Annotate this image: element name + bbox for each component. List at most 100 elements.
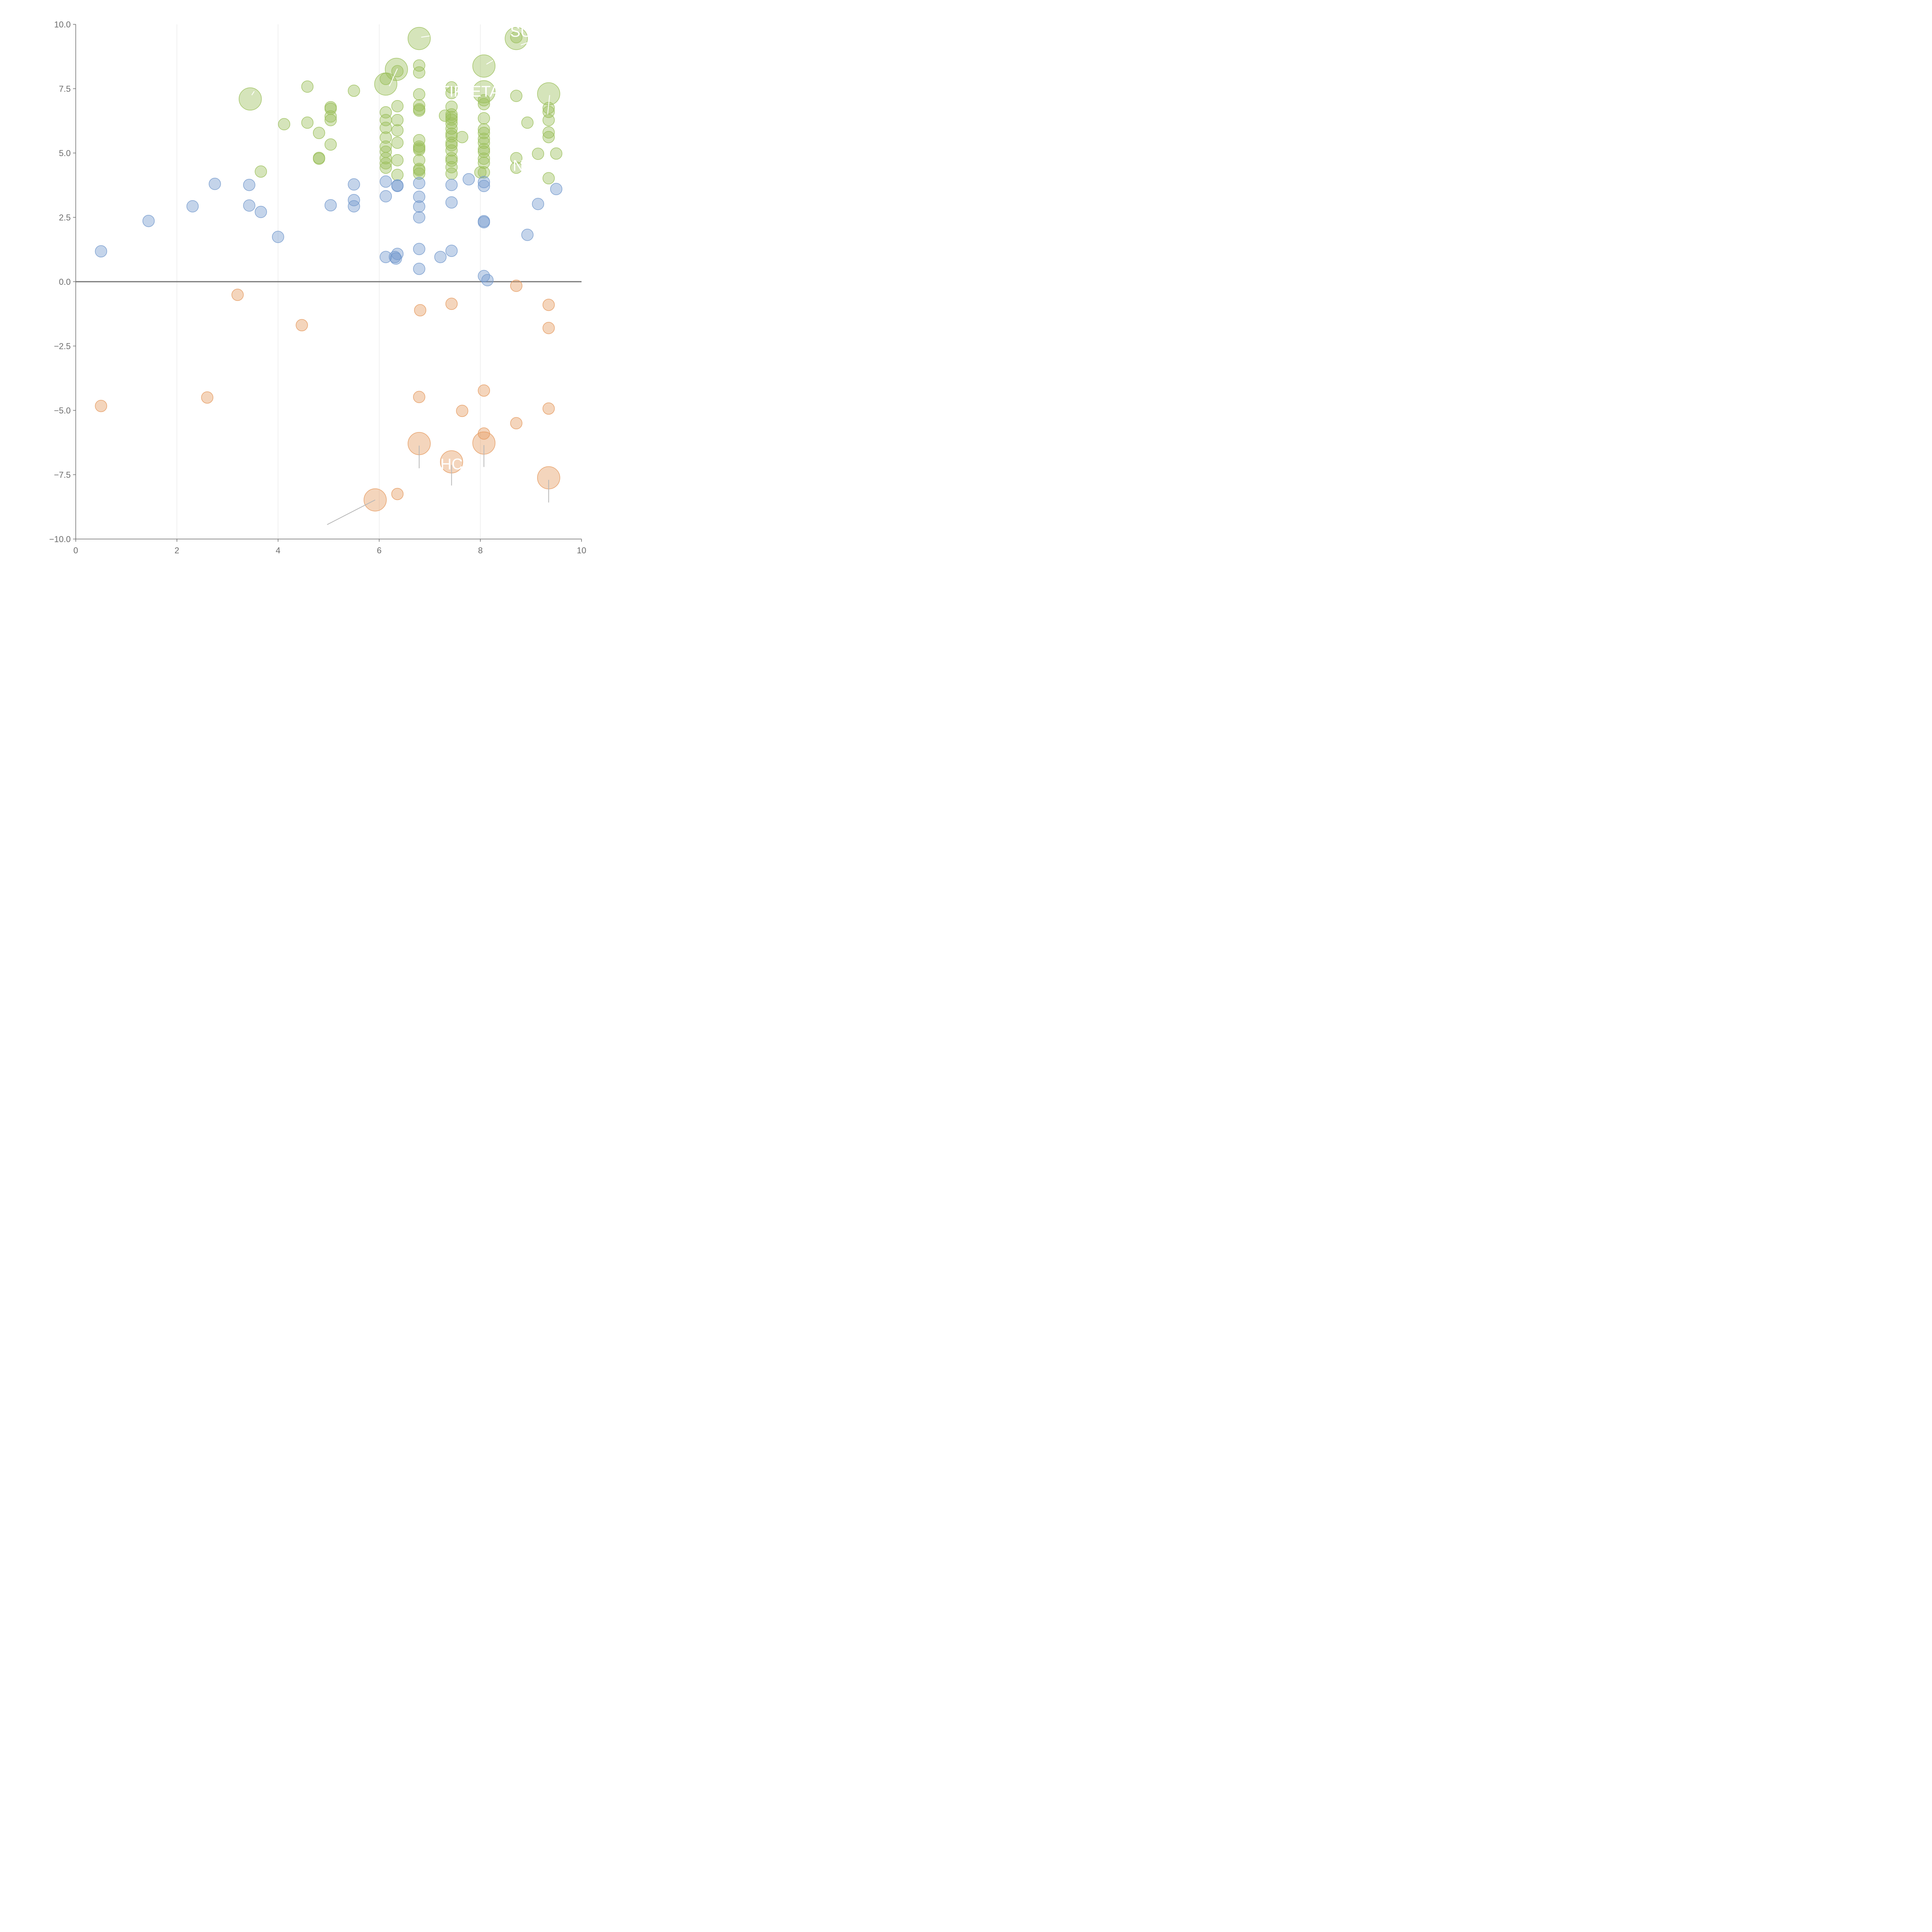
data-point <box>445 245 458 257</box>
data-point <box>478 152 490 165</box>
data-point <box>445 167 458 180</box>
data-points <box>95 27 563 512</box>
y-tick-label: −2.5 <box>54 342 71 351</box>
data-point <box>272 231 284 243</box>
data-point <box>445 87 458 99</box>
data-point <box>413 164 425 177</box>
point-annotation: ETA <box>471 83 500 100</box>
data-point <box>313 152 325 165</box>
data-point <box>463 173 475 185</box>
data-point <box>543 172 555 185</box>
data-point <box>472 80 496 104</box>
data-point <box>379 190 392 202</box>
data-point <box>201 391 214 404</box>
data-point <box>408 27 431 50</box>
data-point <box>478 270 490 282</box>
y-tick-label: 10.0 <box>54 20 71 29</box>
data-point <box>391 168 404 181</box>
data-point <box>413 144 425 156</box>
data-point <box>510 152 522 165</box>
data-point <box>478 176 490 189</box>
data-point <box>510 162 522 174</box>
data-point <box>413 177 425 189</box>
y-tick-label: 7.5 <box>59 84 71 94</box>
data-point <box>521 116 534 129</box>
data-point <box>348 178 360 191</box>
x-tick-label: 10 <box>577 546 586 555</box>
leader-line <box>389 68 398 87</box>
data-point <box>445 139 458 151</box>
x-tick-label: 8 <box>478 546 483 555</box>
data-point <box>313 127 325 139</box>
x-tick-label: 2 <box>175 546 179 555</box>
data-point <box>478 133 490 145</box>
data-point <box>445 108 458 121</box>
data-point <box>95 245 107 258</box>
data-point <box>445 117 458 130</box>
point-annotation: N <box>513 157 524 174</box>
data-point <box>445 161 458 173</box>
data-point <box>478 94 490 107</box>
data-point <box>445 130 458 143</box>
data-point <box>472 54 496 78</box>
data-point <box>445 155 458 167</box>
data-point <box>142 215 155 227</box>
data-point <box>391 136 404 149</box>
data-point <box>478 180 490 192</box>
data-point <box>391 100 404 112</box>
data-point <box>478 143 490 155</box>
data-point <box>379 175 392 188</box>
data-point <box>296 319 308 332</box>
data-point <box>413 200 425 213</box>
data-point <box>414 304 427 316</box>
data-point <box>521 229 534 241</box>
data-point <box>391 124 404 137</box>
data-point <box>243 199 255 212</box>
y-tick-label: 0.0 <box>59 277 71 287</box>
leader-line <box>520 42 529 46</box>
y-tick-label: −10.0 <box>49 534 71 544</box>
data-point <box>391 65 404 77</box>
data-point <box>324 199 337 211</box>
data-point <box>379 152 392 165</box>
data-point <box>348 85 360 97</box>
data-point <box>478 98 490 111</box>
data-point <box>478 123 490 136</box>
data-point <box>243 179 255 191</box>
leader-line <box>251 91 255 95</box>
data-point <box>474 166 486 179</box>
data-point <box>478 145 490 158</box>
data-point <box>379 131 392 144</box>
tick-labels: 0 2 4 6 8 10 −10.0 −7.5 −5.0 −2.5 0.0 2.5 5.0 7.5 10.0 <box>49 20 586 555</box>
data-point <box>413 167 425 180</box>
data-point <box>510 417 522 430</box>
x-tick-label: 6 <box>377 546 381 555</box>
data-point <box>95 400 107 412</box>
data-point <box>478 156 490 169</box>
data-point <box>278 118 291 131</box>
data-point <box>413 391 425 403</box>
point-annotation: SU <box>510 23 532 40</box>
x-tick-label: 4 <box>276 546 280 555</box>
data-point <box>445 298 458 310</box>
x-tick-label: 0 <box>73 546 78 555</box>
data-point <box>324 114 337 126</box>
data-point <box>413 59 425 72</box>
data-point <box>478 216 490 228</box>
data-point <box>391 114 404 126</box>
y-tick-label: −5.0 <box>54 406 71 415</box>
leader-line <box>486 60 493 65</box>
data-point <box>478 384 490 397</box>
data-point <box>543 126 555 139</box>
data-point <box>209 178 221 190</box>
y-tick-label: 5.0 <box>59 148 71 158</box>
data-point <box>391 154 404 167</box>
leader-line <box>327 499 376 525</box>
data-point <box>478 112 490 124</box>
data-point <box>543 299 555 311</box>
y-tick-label: 2.5 <box>59 213 71 223</box>
data-point <box>532 148 544 160</box>
data-point <box>255 206 267 218</box>
data-point <box>543 322 555 334</box>
data-point <box>379 251 392 263</box>
